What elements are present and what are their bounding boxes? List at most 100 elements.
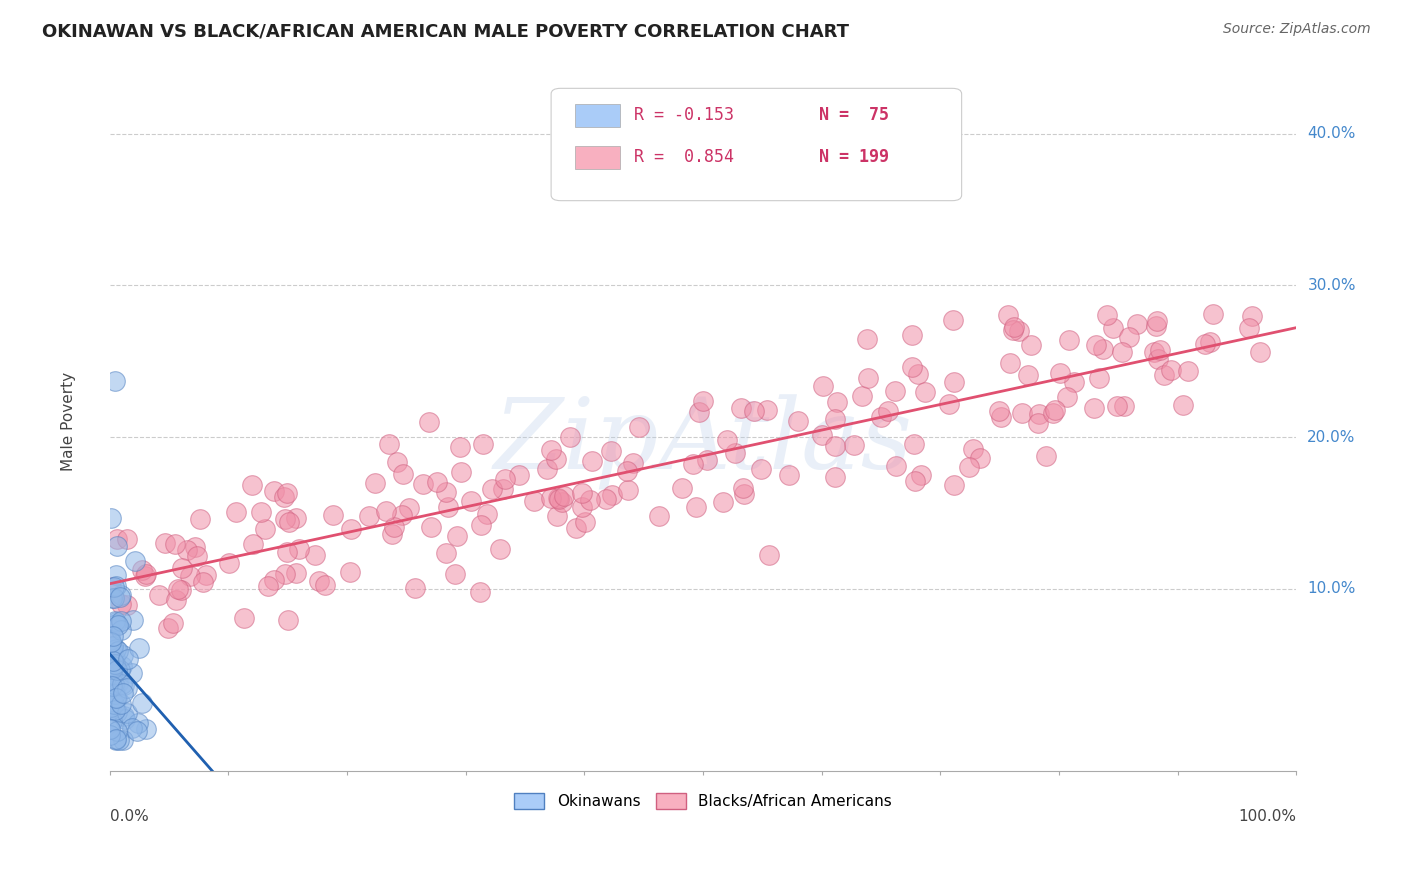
Point — [540, 491, 562, 506]
Point — [105, 724, 128, 739]
Point — [969, 451, 991, 466]
Point — [176, 543, 198, 558]
Point — [103, 697, 125, 711]
Point — [546, 452, 568, 467]
FancyBboxPatch shape — [551, 88, 962, 201]
Point — [110, 664, 132, 678]
Point — [110, 624, 132, 638]
Point — [115, 706, 138, 720]
Point — [824, 440, 846, 454]
Point — [121, 721, 143, 735]
Point — [685, 500, 707, 515]
Point — [115, 681, 138, 696]
Point — [1126, 317, 1149, 331]
Point — [398, 501, 420, 516]
Point — [98, 728, 121, 742]
Point — [412, 477, 434, 491]
Point — [824, 412, 846, 426]
Point — [565, 520, 588, 534]
Point — [112, 677, 135, 691]
Point — [240, 478, 263, 492]
Point — [104, 690, 127, 705]
Point — [104, 679, 127, 693]
Point — [179, 569, 201, 583]
Point — [117, 599, 139, 613]
Point — [108, 591, 131, 605]
Point — [1101, 321, 1123, 335]
Point — [1097, 308, 1119, 322]
Point — [648, 509, 671, 524]
Point — [104, 614, 127, 628]
Point — [692, 394, 714, 409]
Point — [1144, 319, 1167, 334]
Point — [470, 585, 492, 599]
Point — [1083, 401, 1105, 415]
Point — [1088, 371, 1111, 385]
Point — [1017, 368, 1039, 382]
Point — [104, 732, 127, 747]
Point — [420, 520, 443, 534]
FancyBboxPatch shape — [575, 103, 620, 128]
Point — [104, 688, 127, 702]
Point — [273, 490, 295, 504]
Point — [110, 698, 132, 712]
Text: 0.0%: 0.0% — [110, 809, 149, 824]
Text: OKINAWAN VS BLACK/AFRICAN AMERICAN MALE POVERTY CORRELATION CHART: OKINAWAN VS BLACK/AFRICAN AMERICAN MALE … — [42, 22, 849, 40]
Point — [101, 714, 124, 729]
Point — [1059, 333, 1081, 347]
Point — [195, 568, 218, 582]
Point — [1056, 390, 1078, 404]
Point — [100, 580, 122, 594]
Point — [1011, 406, 1033, 420]
Point — [391, 508, 413, 523]
Point — [621, 456, 644, 470]
Point — [877, 403, 900, 417]
Point — [536, 462, 558, 476]
Point — [107, 644, 129, 658]
Point — [811, 428, 834, 442]
Point — [148, 588, 170, 602]
Point — [870, 409, 893, 424]
Text: N = 199: N = 199 — [820, 148, 889, 166]
Point — [172, 561, 194, 575]
Point — [434, 546, 457, 560]
Point — [1028, 407, 1050, 421]
Point — [104, 731, 127, 746]
Point — [1143, 345, 1166, 359]
Point — [110, 614, 132, 628]
Point — [110, 588, 132, 602]
Point — [724, 446, 747, 460]
Text: 10.0%: 10.0% — [1308, 582, 1355, 596]
Point — [110, 597, 132, 611]
Point — [314, 578, 336, 592]
Point — [1198, 334, 1220, 349]
Point — [134, 569, 156, 583]
Point — [540, 443, 562, 458]
Point — [285, 566, 308, 580]
Point — [101, 679, 124, 693]
Point — [1002, 323, 1025, 337]
Point — [105, 705, 128, 719]
Point — [284, 511, 307, 525]
Point — [998, 356, 1021, 370]
Point — [856, 371, 879, 385]
Point — [232, 610, 254, 624]
Point — [105, 567, 128, 582]
Point — [460, 494, 482, 508]
Point — [111, 686, 134, 700]
Point — [103, 629, 125, 643]
Point — [444, 566, 467, 581]
Point — [987, 404, 1010, 418]
Point — [1026, 416, 1049, 430]
Point — [104, 616, 127, 631]
Point — [688, 405, 710, 419]
Point — [188, 512, 211, 526]
Point — [392, 467, 415, 481]
Point — [942, 313, 965, 327]
Point — [127, 723, 149, 738]
Point — [170, 582, 193, 597]
Point — [901, 328, 924, 343]
Point — [957, 459, 980, 474]
Point — [1194, 337, 1216, 351]
Point — [1249, 344, 1271, 359]
